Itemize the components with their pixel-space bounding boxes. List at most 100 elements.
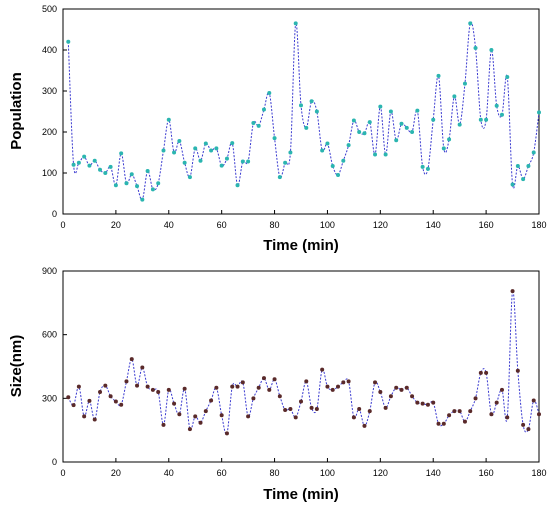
size-data-point [267,387,272,392]
size-x-tick-label: 40 [164,468,174,478]
population-data-point [108,164,113,169]
population-data-point [399,121,404,126]
size-data-point [526,427,531,432]
population-data-point [309,99,314,104]
size-data-point [489,412,494,417]
population-data-point [119,151,124,156]
population-data-point [98,167,103,172]
population-data-point [124,181,129,186]
size-data-point [277,394,282,399]
population-x-axis-title: Time (min) [263,237,339,254]
population-data-point [468,21,473,26]
size-data-point [166,387,171,392]
size-data-point [515,368,520,373]
size-data-point [325,384,330,389]
population-data-point [436,73,441,78]
size-series-markers [66,289,541,436]
population-data-point [82,154,87,159]
population-data-point [510,182,515,187]
population-data-point [261,107,266,112]
size-data-point [214,385,219,390]
population-data-point [187,175,192,180]
size-data-point [76,384,81,389]
size-data-point [336,384,341,389]
population-data-point [156,181,161,186]
population-data-point [420,164,425,169]
population-data-point [92,158,97,163]
population-data-point [521,177,526,182]
population-series-line [67,21,540,201]
size-data-point [484,370,489,375]
size-y-tick-label: 900 [42,266,57,276]
population-data-point [135,184,140,189]
size-y-tick-label: 600 [42,330,57,340]
size-data-point [394,385,399,390]
population-data-point [230,141,235,146]
population-data-point [66,39,71,44]
population-data-point [240,159,245,164]
size-data-point [478,370,483,375]
size-data-point [388,394,393,399]
population-y-tick-label: 100 [42,168,57,178]
population-y-axis-title: Population [8,72,25,150]
size-data-point [272,377,277,382]
population-x-tick-label: 20 [111,220,121,230]
size-plot-frame [62,270,540,463]
size-data-point [351,415,356,420]
size-data-point [66,395,71,400]
size-data-point [367,409,372,414]
population-y-tick-label: 500 [42,4,57,14]
population-data-point [515,164,520,169]
size-data-point [177,412,182,417]
population-x-tick-label: 40 [164,220,174,230]
size-x-tick-label: 140 [426,468,441,478]
size-data-point [314,406,319,411]
population-data-point [71,162,76,167]
population-x-tick-label: 100 [320,220,335,230]
population-data-point [293,21,298,26]
population-data-point [219,163,224,168]
population-data-point [272,136,277,141]
population-data-point [166,117,171,122]
population-data-point [235,183,240,188]
size-data-point [404,385,409,390]
population-data-point [367,120,372,125]
population-data-point [505,75,510,80]
population-data-point [526,164,531,169]
size-x-tick-label: 100 [320,468,335,478]
population-data-point [383,152,388,157]
population-data-point [346,143,351,148]
population-data-point [410,130,415,134]
population-data-point [431,117,436,122]
size-data-point [346,379,351,384]
population-data-point [113,183,118,188]
size-data-point [129,357,134,362]
size-data-point [410,394,415,399]
size-data-point [140,365,145,370]
population-x-tick-label: 80 [270,220,280,230]
population-data-point [489,48,494,52]
size-data-point [330,387,335,392]
population-data-point [203,141,208,146]
size-data-point [240,380,245,385]
size-data-point [145,384,150,389]
size-axis-ticks: 0 20 40 60 80 100 120 140 160 180 0 300 600 900 [42,266,547,478]
population-data-point [267,91,272,96]
population-data-point [415,108,420,113]
size-data-point [320,367,325,372]
size-x-tick-label: 0 [60,468,65,478]
size-y-tick-label: 0 [52,457,57,467]
population-panel: 0 20 40 60 80 100 120 140 160 180 0 100 200 300 400 500… [8,4,547,254]
size-data-point [103,383,108,388]
size-data-point [537,412,541,417]
size-x-tick-label: 160 [479,468,494,478]
size-data-point [357,406,362,411]
size-data-point [193,414,198,419]
population-data-point [140,197,145,202]
size-data-point [198,420,203,425]
size-data-point [447,413,452,418]
population-data-point [425,166,430,171]
population-data-point [193,146,198,151]
population-data-point [256,123,261,128]
population-data-point [172,150,177,155]
